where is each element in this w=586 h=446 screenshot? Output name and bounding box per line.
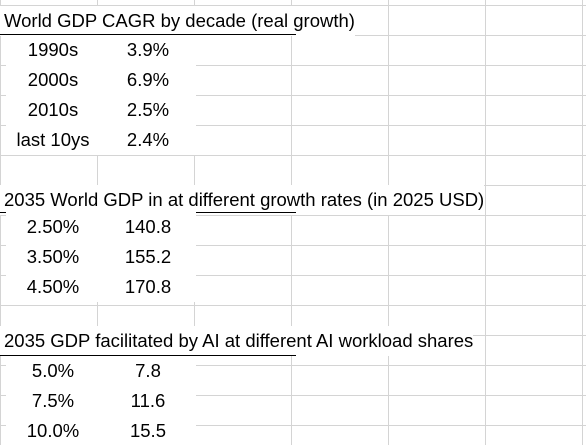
ai-gdp-value[interactable]: 11.6 [100, 386, 196, 416]
ai-workload-share[interactable]: 10.0% [6, 416, 100, 446]
section-title-ai-gdp[interactable]: 2035 GDP facilitated by AI at different … [0, 326, 474, 356]
growth-rate[interactable]: 3.50% [6, 242, 100, 272]
ai-gdp-value[interactable]: 15.5 [100, 416, 196, 446]
cagr-value[interactable]: 3.9% [100, 35, 196, 65]
decade-label[interactable]: 2000s [6, 65, 100, 95]
ai-gdp-value[interactable]: 7.8 [100, 356, 196, 386]
gdp-value[interactable]: 140.8 [100, 212, 196, 242]
title-underline [0, 34, 296, 35]
cagr-value[interactable]: 6.9% [100, 65, 196, 95]
ai-workload-share[interactable]: 5.0% [6, 356, 100, 386]
growth-rate[interactable]: 4.50% [6, 272, 100, 302]
title-underline [0, 355, 296, 356]
cagr-value[interactable]: 2.4% [100, 125, 196, 155]
gdp-value[interactable]: 155.2 [100, 242, 196, 272]
decade-label[interactable]: last 10ys [6, 125, 100, 155]
growth-rate[interactable]: 2.50% [6, 212, 100, 242]
section-title-gdp-2035[interactable]: 2035 World GDP in at different growth ra… [0, 185, 485, 215]
decade-label[interactable]: 1990s [6, 35, 100, 65]
cagr-value[interactable]: 2.5% [100, 95, 196, 125]
section-title-cagr[interactable]: World GDP CAGR by decade (real growth) [0, 6, 355, 36]
gdp-value[interactable]: 170.8 [100, 272, 196, 302]
ai-workload-share[interactable]: 7.5% [6, 386, 100, 416]
decade-label[interactable]: 2010s [6, 95, 100, 125]
